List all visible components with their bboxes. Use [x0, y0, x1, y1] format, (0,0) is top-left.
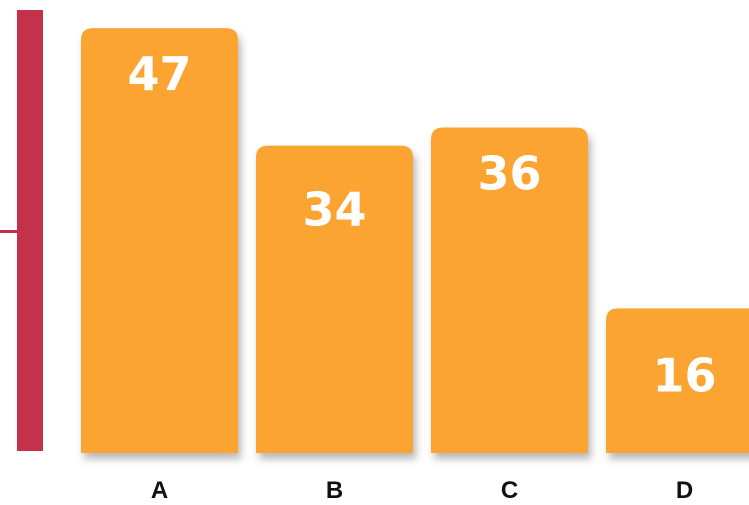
value-labels-layer: 47 34 36 16: [127, 47, 716, 402]
y-axis-mid-tick: [0, 230, 17, 233]
bar-c: [431, 127, 588, 453]
axis-group: [0, 10, 43, 451]
bar-d: [606, 308, 749, 453]
value-label-a: 47: [127, 47, 191, 101]
category-label-b: B: [326, 477, 343, 504]
category-label-a: A: [151, 477, 168, 504]
y-axis-bar: [17, 10, 43, 451]
category-label-d: D: [676, 477, 693, 504]
bars-layer: [81, 28, 749, 453]
value-label-d: 16: [652, 348, 716, 402]
bar-a: [81, 28, 238, 453]
value-label-c: 36: [477, 147, 541, 201]
category-labels-layer: A B C D: [151, 477, 693, 504]
bar-b: [256, 145, 413, 453]
value-label-b: 34: [302, 183, 366, 237]
category-label-c: C: [501, 477, 518, 504]
